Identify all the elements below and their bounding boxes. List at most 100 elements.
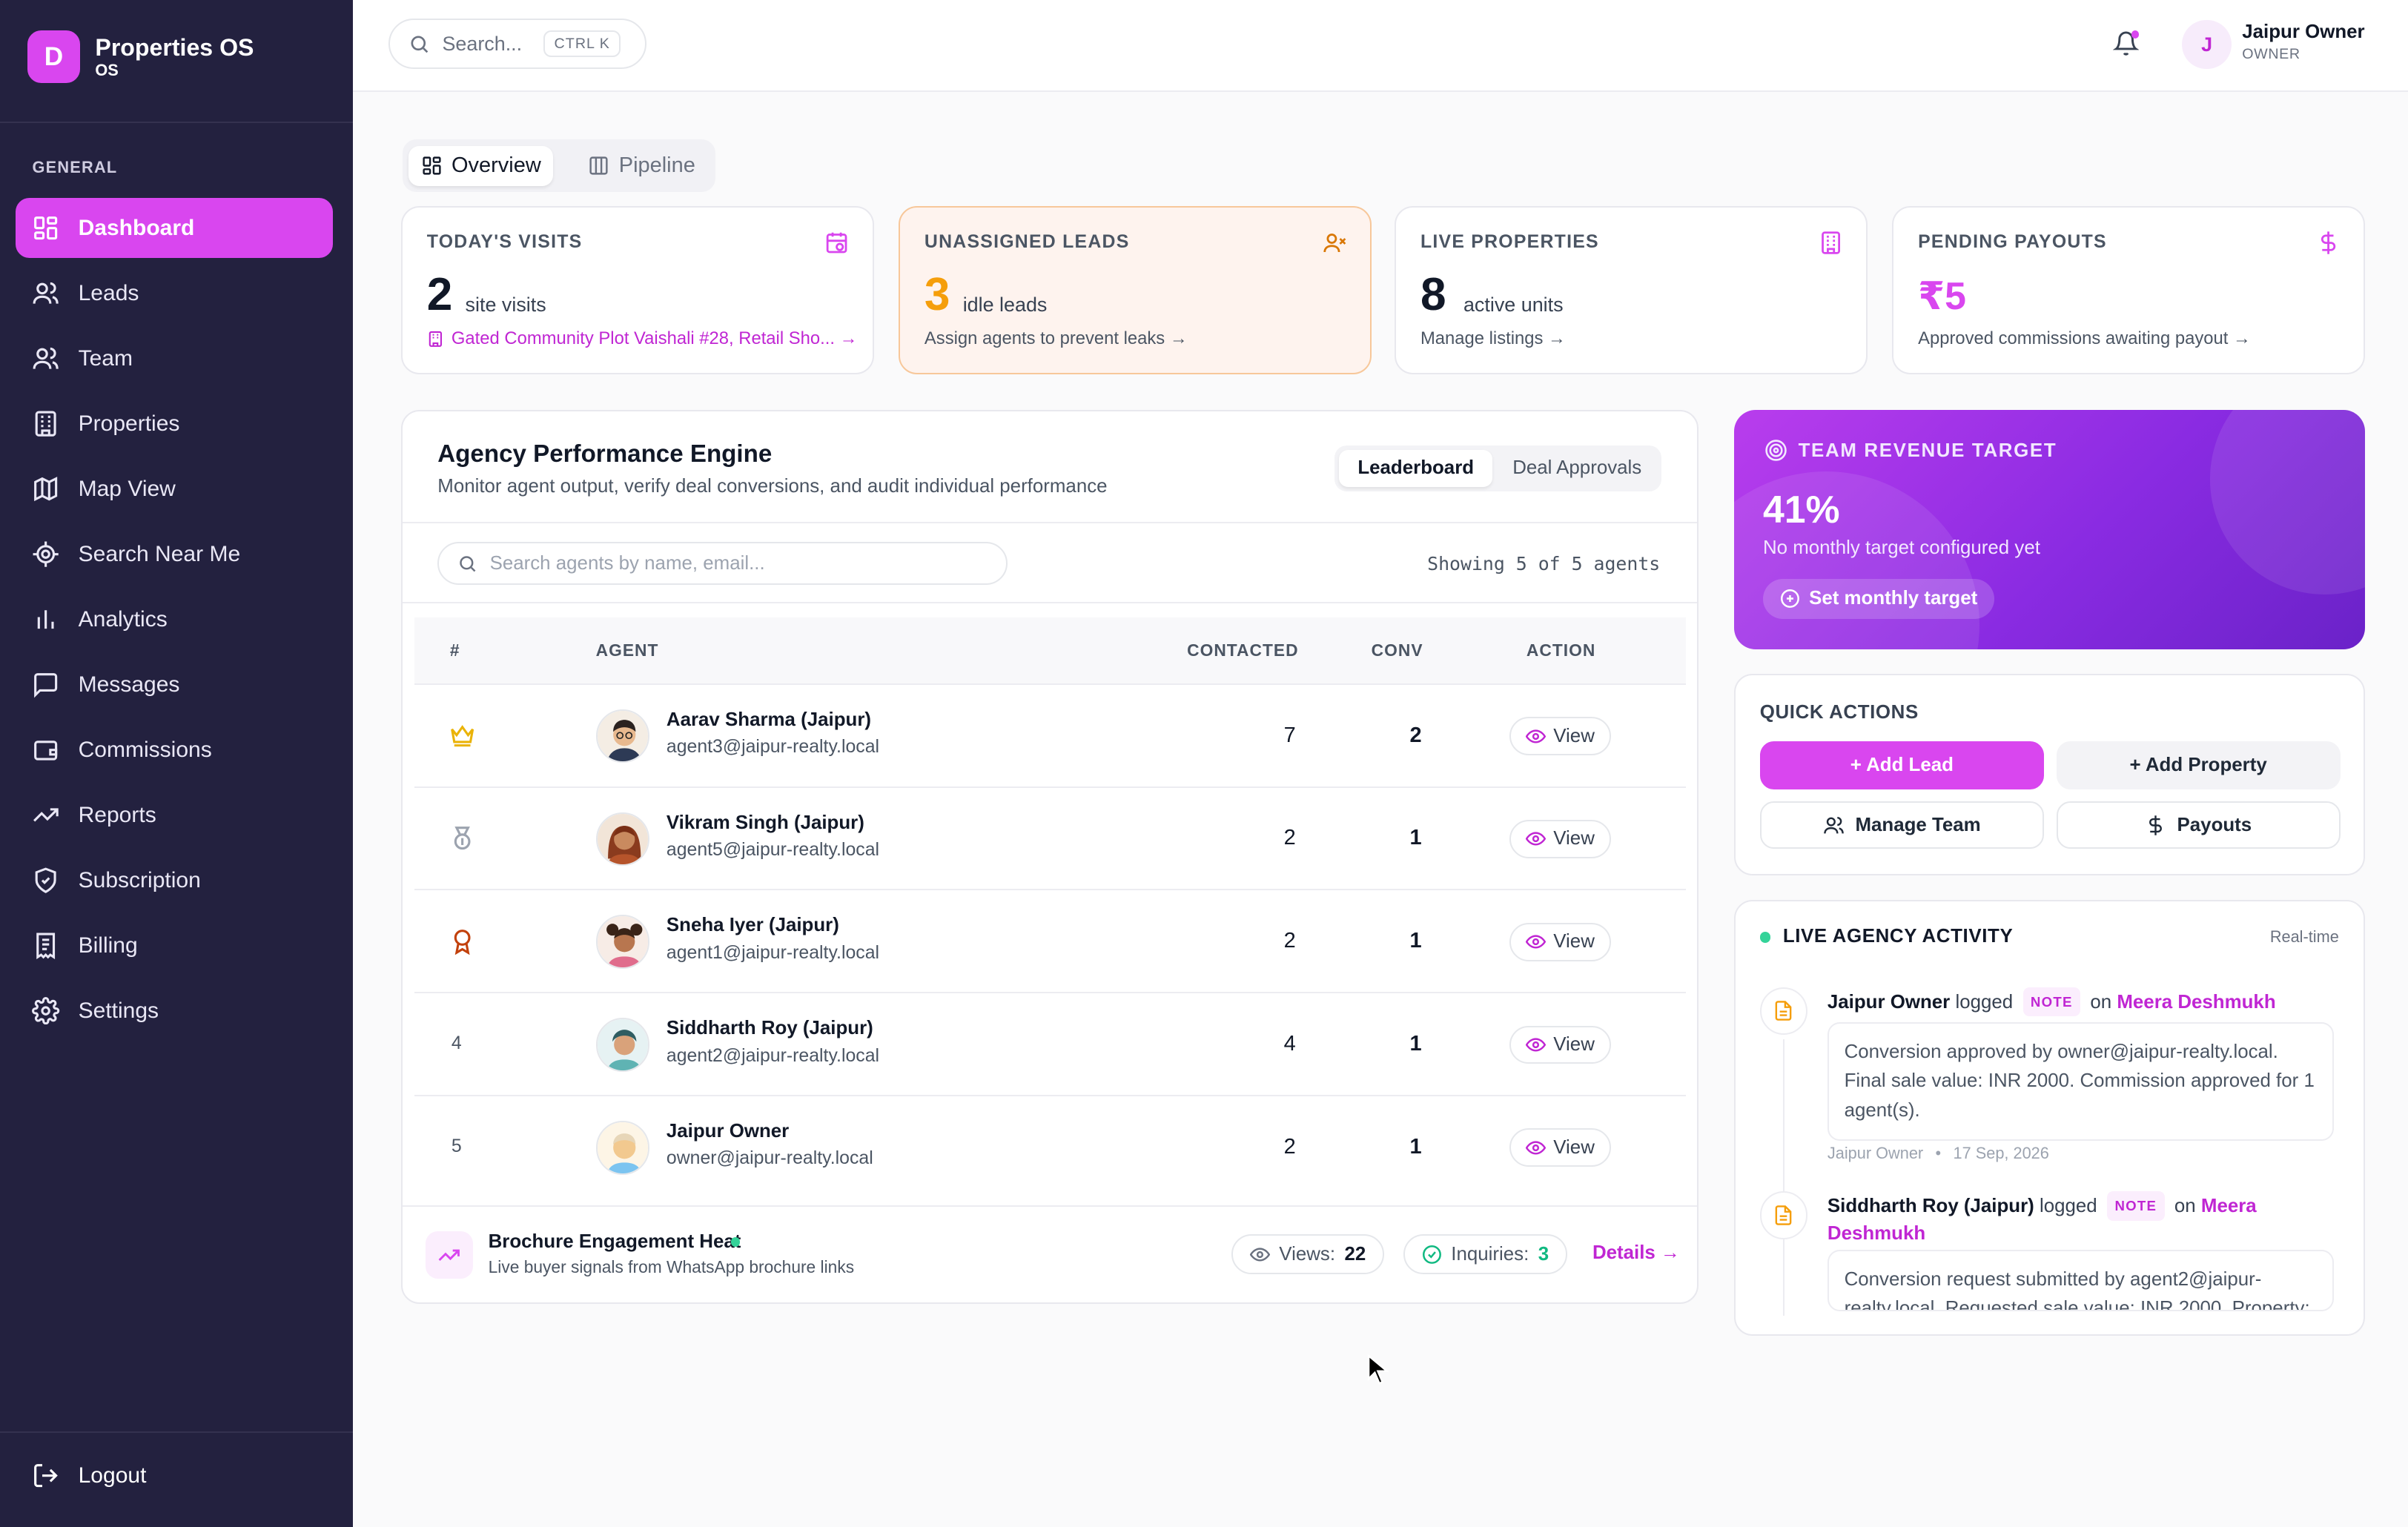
tab-leaderboard[interactable]: Leaderboard [1339,449,1493,487]
view-button[interactable]: View [1509,1128,1611,1167]
tab-pipeline[interactable]: Pipeline [576,146,708,186]
stat-value: 2 [426,269,453,321]
activity-actor: Jaipur Owner [1827,991,1951,1013]
agent-name[interactable]: Siddharth Roy (Jaipur) [666,1018,873,1039]
view-button[interactable]: View [1509,820,1611,858]
view-button[interactable]: View [1509,717,1611,756]
logout-label: Logout [78,1463,147,1488]
performance-view-toggle: Leaderboard Deal Approvals [1334,445,1662,491]
sidebar-item-billing[interactable]: Billing [16,915,334,976]
properties-link[interactable]: Manage listings → [1420,328,1566,349]
add-property-button[interactable]: + Add Property [2056,741,2341,789]
sidebar-item-analytics[interactable]: Analytics [16,589,334,649]
payouts-link[interactable]: Approved commissions awaiting payout → [1918,328,2251,349]
sidebar-item-leads[interactable]: Leads [16,263,334,323]
calendar-clock-icon [824,231,849,255]
activity-tag: NOTE [2022,987,2080,1017]
locate-icon [32,540,59,568]
set-target-button[interactable]: Set monthly target [1762,578,1995,619]
visits-link[interactable]: Gated Community Plot Vaishali #28, Retai… [427,328,857,349]
contacted-count: 2 [1283,826,1296,850]
activity-target-link[interactable]: Meera Deshmukh [2117,991,2276,1013]
revenue-note: No monthly target configured yet [1762,537,2040,558]
sidebar-item-map-view[interactable]: Map View [16,459,334,519]
sidebar-item-dashboard[interactable]: Dashboard [15,198,334,258]
sidebar-item-team[interactable]: Team [16,328,334,388]
sidebar-item-subscription[interactable]: Subscription [16,850,334,910]
agent-email: agent2@jaipur-realty.local [666,1045,880,1066]
agent-search-input[interactable]: Search agents by name, email... [437,542,1008,586]
stat-card-todays-visits[interactable]: TODAY'S VISITS 2 site visits Gated Commu… [400,205,874,375]
grid-icon [32,214,59,242]
sidebar-item-label: Search Near Me [78,541,241,566]
avatar [595,812,650,867]
user-avatar[interactable]: J [2182,19,2232,70]
manage-team-button[interactable]: Manage Team [1759,801,2044,849]
realtime-label: Real-time [2269,927,2339,947]
stat-unit: active units [1463,293,1564,316]
agent-name[interactable]: Jaipur Owner [666,1121,790,1142]
eye-icon [1526,829,1546,849]
activity-verb: logged [1955,991,2014,1013]
global-search-input[interactable]: Search... CTRL K [388,18,647,70]
heat-subtitle: Live buyer signals from WhatsApp brochur… [488,1257,855,1277]
view-button[interactable]: View [1509,1025,1611,1064]
agent-name[interactable]: Sneha Iyer (Jaipur) [666,915,839,936]
sidebar-item-settings[interactable]: Settings [16,981,334,1041]
logout-button[interactable]: Logout [32,1462,146,1489]
manage-team-label: Manage Team [1855,814,1981,835]
sidebar: D Properties OS OS GENERAL Dashboard Lea… [0,0,354,1527]
sidebar-item-commissions[interactable]: Commissions [16,720,334,780]
activity-tag: NOTE [2107,1191,2165,1221]
user-name[interactable]: Jaipur Owner [2242,21,2365,42]
brand[interactable]: D Properties OS OS [27,30,254,83]
tab-deal-approvals[interactable]: Deal Approvals [1512,457,1642,479]
view-tabs: Overview Pipeline [402,139,716,192]
agent-email: agent1@jaipur-realty.local [666,942,880,963]
sidebar-item-label: Settings [78,998,159,1023]
agent-name[interactable]: Aarav Sharma (Jaipur) [666,709,872,730]
map-icon [32,475,59,503]
notifications-button[interactable] [2113,30,2140,56]
payouts-button[interactable]: Payouts [2056,801,2341,849]
sidebar-item-reports[interactable]: Reports [16,785,334,845]
add-lead-button[interactable]: + Add Lead [1759,741,2044,789]
views-pill: Views: 22 [1231,1234,1385,1275]
set-target-label: Set monthly target [1809,588,1978,609]
divider [402,1205,1697,1208]
activity-item-header: Siddharth Roy (Jaipur) logged NOTE on Me… [1828,1191,2273,1247]
avatar [595,709,650,764]
activity-target-link[interactable]: Meera Deshmukh [1827,1196,2257,1244]
sidebar-item-label: Analytics [78,606,168,632]
note-icon [1759,1191,1807,1239]
sidebar-item-search-near-me[interactable]: Search Near Me [16,524,334,584]
views-label: Views: [1279,1243,1336,1265]
sidebar-item-properties[interactable]: Properties [16,394,334,454]
details-link[interactable]: Details → [1592,1242,1680,1263]
topbar: Search... CTRL K J Jaipur Owner OWNER [353,0,2408,93]
notification-dot [2131,30,2140,39]
stat-card-live-properties[interactable]: LIVE PROPERTIES 8 active units Manage li… [1394,205,1868,375]
stat-unit: idle leads [962,293,1048,316]
sidebar-item-messages[interactable]: Messages [16,655,334,715]
agent-name[interactable]: Vikram Singh (Jaipur) [666,812,864,833]
conversion-count: 1 [1409,1134,1422,1159]
stat-card-unassigned-leads[interactable]: UNASSIGNED LEADS 3 idle leads Assign age… [898,205,1372,375]
sidebar-item-label: Properties [78,411,180,436]
view-button[interactable]: View [1509,922,1611,961]
meta-separator: • [1935,1144,1942,1163]
col-contacted: CONTACTED [1187,640,1299,660]
sidebar-item-label: Leads [78,280,139,305]
sidebar-item-label: Reports [78,802,156,827]
target-icon [1764,439,1787,462]
tab-overview[interactable]: Overview [408,145,554,186]
stat-card-pending-payouts[interactable]: PENDING PAYOUTS ₹5 Approved commissions … [1891,205,2365,375]
stat-value: 8 [1420,269,1446,321]
building-icon [427,331,444,348]
avatar [595,915,650,969]
sidebar-section-label: GENERAL [32,158,118,177]
sidebar-item-label: Dashboard [78,215,195,240]
contacted-count: 2 [1283,1134,1296,1159]
view-label: View [1553,1033,1595,1055]
leads-link[interactable]: Assign agents to prevent leaks → [924,328,1188,349]
